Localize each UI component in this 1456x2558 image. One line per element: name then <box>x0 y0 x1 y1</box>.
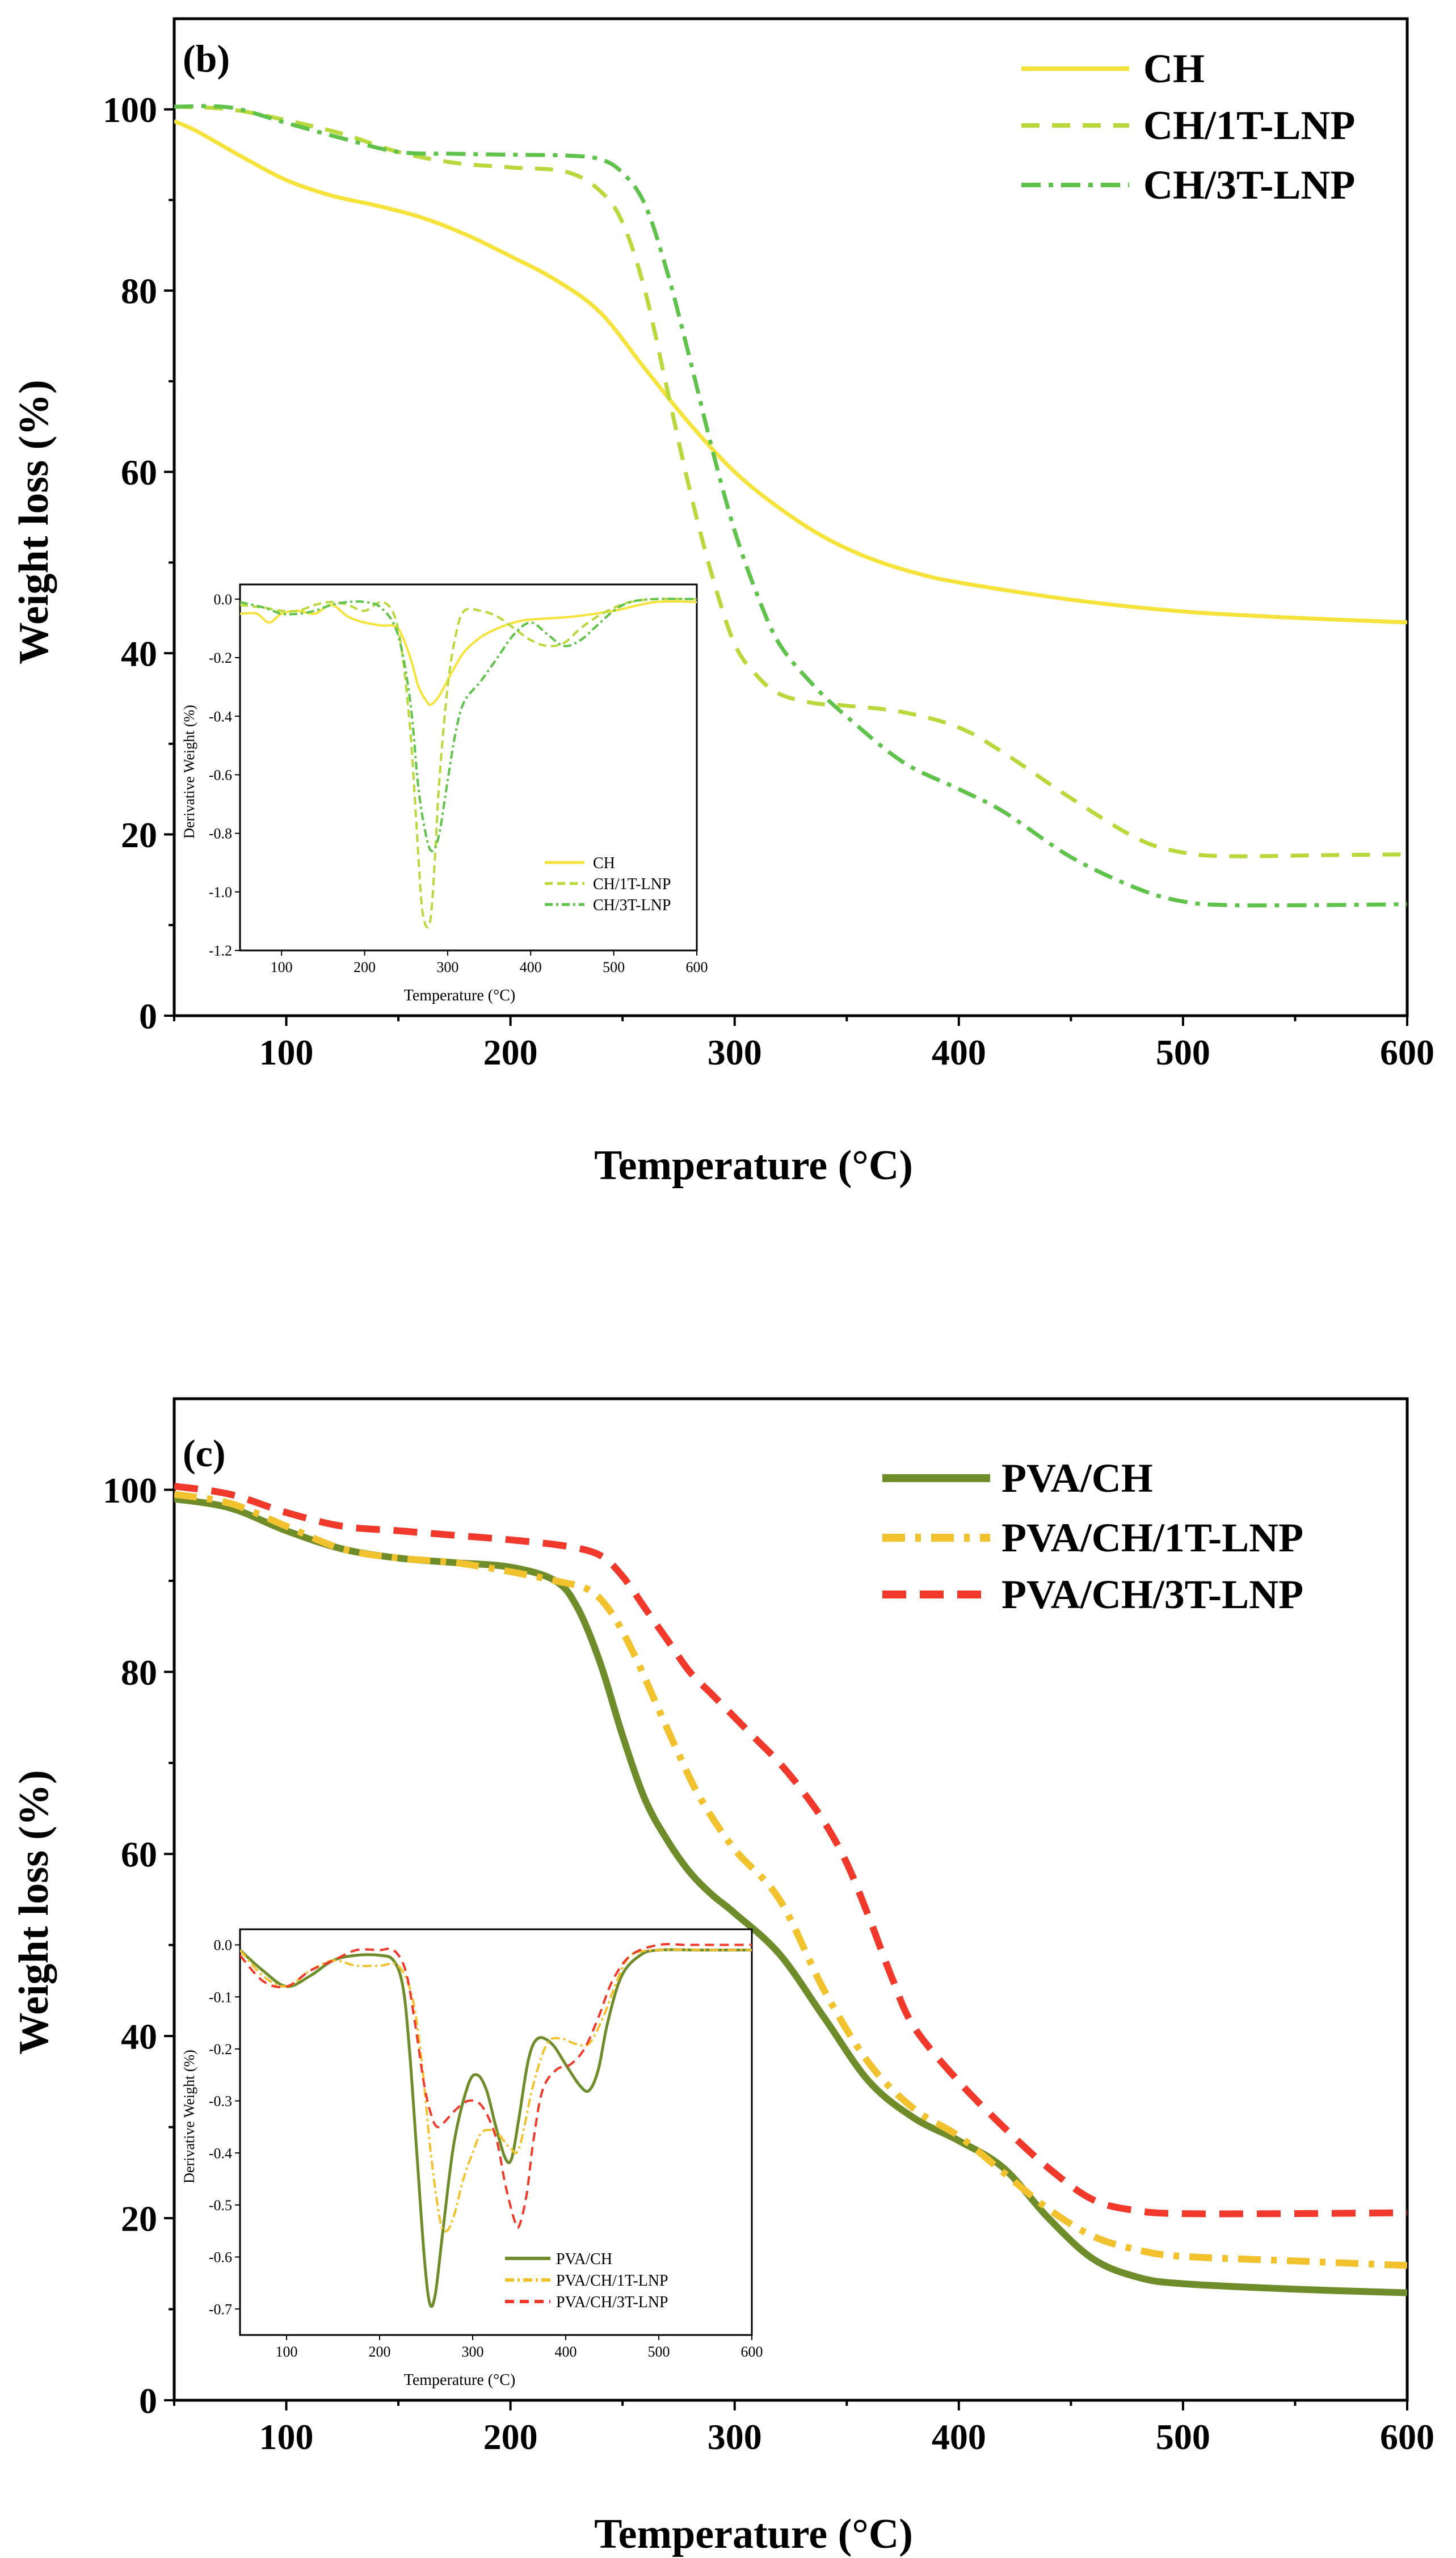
main-x-tick-label: 600 <box>1380 2417 1434 2457</box>
main-y-tick-label: 20 <box>121 815 157 855</box>
inset-legend-label-ch-3t-lnp: CH/3T-LNP <box>593 897 671 914</box>
inset-c: Temperature (°C) Derivative Weight (%) P… <box>181 2050 668 2389</box>
inset-y-tick-label: -0.6 <box>209 2249 232 2266</box>
inset-x-axis-title: Temperature (°C) <box>404 2371 516 2389</box>
inset-x-tick-label: 200 <box>354 959 376 975</box>
main-x-tick-label: 200 <box>483 1032 538 1072</box>
y-axis-title: Weight loss (%) <box>11 380 57 664</box>
inset-x-tick-label: 400 <box>520 959 542 975</box>
inset-legend-label-ch: CH <box>593 855 615 872</box>
inset-y-tick-label: -1.2 <box>209 943 232 959</box>
inset-legend-label-pva-ch-3t-lnp: PVA/CH/3T-LNP <box>556 2294 668 2311</box>
x-axis-title: Temperature (°C) <box>594 2511 913 2557</box>
inset-x-tick-label: 500 <box>603 959 625 975</box>
main-y-tick-label: 40 <box>121 633 157 674</box>
legend-label-pva-ch-3t-lnp: PVA/CH/3T-LNP <box>1001 1572 1303 1617</box>
inset-x-tick-label: 200 <box>369 2344 391 2360</box>
inset-x-tick-label: 400 <box>555 2344 577 2360</box>
main-x-tick-label: 100 <box>259 2417 314 2457</box>
inset-y-tick-label: -0.2 <box>209 650 232 666</box>
inset-y-tick-label: -0.3 <box>209 2093 232 2110</box>
inset-b: Temperature (°C) Derivative Weight (%) C… <box>181 705 671 1004</box>
panel-label: (b) <box>183 37 230 80</box>
legend-label-ch-3t-lnp: CH/3T-LNP <box>1143 162 1355 208</box>
inset-x-axis-title: Temperature (°C) <box>404 987 516 1004</box>
legend-label-ch-1t-lnp: CH/1T-LNP <box>1143 103 1355 148</box>
main-series-line-ch <box>174 119 1407 625</box>
main-y-tick-label: 80 <box>121 271 157 312</box>
inset-axes: 100 200 300 400 500 600 -1.2 -1.0 -0.8 -0.6 -0.4 -0… <box>209 583 708 975</box>
main-x-tick-label: 100 <box>259 1032 314 1072</box>
main-x-tick-label: 600 <box>1380 1032 1434 1072</box>
legend: PVA/CH PVA/CH/1T-LNP PVA/CH/3T-LNP <box>882 1455 1303 1617</box>
inset-x-tick-label: 600 <box>741 2344 763 2360</box>
main-y-tick-label: 40 <box>121 2017 157 2057</box>
inset-legend-label-ch-1t-lnp: CH/1T-LNP <box>593 876 671 893</box>
inset-x-tick-label: 300 <box>436 959 458 975</box>
inset-axes: 100 200 300 400 500 600 -0.7 -0.6 -0.5 -0.4 -0.3 -0… <box>209 1928 763 2360</box>
inset-series-line-ch <box>240 600 697 706</box>
main-x-tick-label: 400 <box>932 1032 986 1072</box>
inset-series-line-pva-ch-3t-lnp <box>240 1943 752 2229</box>
inset-y-tick-label: -0.6 <box>209 767 232 784</box>
inset-legend-label-pva-ch: PVA/CH <box>556 2250 612 2268</box>
main-y-tick-label: 0 <box>139 2380 157 2421</box>
inset-y-axis-title: Derivative Weight (%) <box>181 705 197 839</box>
y-axis-title: Weight loss (%) <box>11 1770 57 2055</box>
inset-series-line-ch-1t-lnp <box>240 598 697 929</box>
inset-x-tick-label: 100 <box>271 959 293 975</box>
inset-legend-label-pva-ch-1t-lnp: PVA/CH/1T-LNP <box>556 2272 668 2290</box>
inset-x-tick-label: 300 <box>462 2344 484 2360</box>
legend-label-pva-ch: PVA/CH <box>1001 1455 1153 1501</box>
main-x-tick-label: 300 <box>708 2417 762 2457</box>
main-y-tick-label: 60 <box>121 1835 157 1875</box>
main-y-tick-label: 100 <box>103 1470 157 1511</box>
inset-y-tick-label: -0.7 <box>209 2301 232 2317</box>
legend: CH CH/1T-LNP CH/3T-LNP <box>1021 46 1355 208</box>
main-x-tick-label: 500 <box>1156 1032 1210 1072</box>
main-y-tick-label: 20 <box>121 2198 157 2239</box>
legend-label-ch: CH <box>1143 46 1205 91</box>
inset-y-axis-title: Derivative Weight (%) <box>181 2050 197 2183</box>
main-x-tick-label: 300 <box>708 1032 762 1072</box>
main-y-tick-label: 60 <box>121 452 157 493</box>
main-x-tick-label: 500 <box>1156 2417 1210 2457</box>
inset-x-tick-label: 600 <box>686 959 708 975</box>
main-x-tick-label: 400 <box>932 2417 986 2457</box>
panel-b: 100 200 300 400 500 600 0 20 40 60 80 100 (b) Tempe… <box>11 17 1434 1189</box>
main-series-line-pva-ch-3t-lnp <box>174 1483 1407 2218</box>
inset-series-line-pva-ch-1t-lnp <box>240 1948 752 2233</box>
legend-label-pva-ch-1t-lnp: PVA/CH/1T-LNP <box>1001 1515 1303 1560</box>
inset-y-tick-label: -1.0 <box>209 884 232 901</box>
inset-y-tick-label: -0.4 <box>209 2145 232 2161</box>
inset-y-tick-label: -0.2 <box>209 2041 232 2058</box>
inset-series-line-ch-3t-lnp <box>240 598 697 852</box>
inset-y-tick-label: -0.5 <box>209 2197 232 2214</box>
inset-y-tick-label: 0.0 <box>214 1937 233 1954</box>
inset-y-tick-label: -0.4 <box>209 708 232 725</box>
panel-label: (c) <box>183 1432 225 1475</box>
inset-x-tick-label: 100 <box>276 2344 298 2360</box>
main-y-tick-label: 100 <box>103 90 157 130</box>
main-series-line-pva-ch-1t-lnp <box>174 1491 1407 2269</box>
x-axis-title: Temperature (°C) <box>594 1142 913 1189</box>
main-series-line-ch-1t-lnp <box>174 104 1407 859</box>
inset-x-tick-label: 500 <box>648 2344 670 2360</box>
main-y-tick-label: 0 <box>139 996 157 1036</box>
inset-y-tick-label: -0.8 <box>209 826 232 842</box>
main-x-tick-label: 200 <box>483 2417 538 2457</box>
inset-y-tick-label: -0.1 <box>209 1989 232 2005</box>
inset-y-tick-label: 0.0 <box>214 591 233 608</box>
main-y-tick-label: 80 <box>121 1652 157 1693</box>
inset-series-line-pva-ch <box>240 1948 752 2308</box>
panel-c: 100 200 300 400 500 600 0 20 40 60 80 100 (c) Tempe… <box>11 1397 1434 2557</box>
inset-plot-frame <box>239 583 698 952</box>
